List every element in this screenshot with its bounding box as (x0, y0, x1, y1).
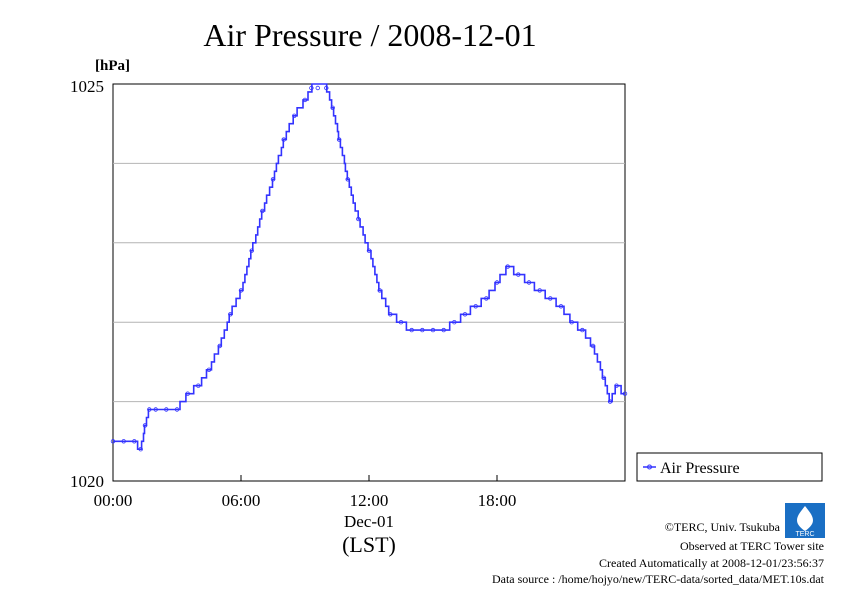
data-point (452, 320, 457, 325)
water-drop-icon (797, 506, 813, 531)
legend-box (636, 452, 823, 482)
series-line-0 (113, 83, 625, 450)
x-date-label: Dec-01 (344, 512, 394, 531)
data-point (142, 423, 148, 428)
data-point (315, 85, 320, 91)
data-point (614, 383, 619, 388)
data-point (185, 391, 190, 396)
data-point (238, 288, 244, 293)
data-point (441, 327, 446, 333)
data-point (494, 280, 500, 285)
data-point (569, 320, 574, 325)
data-point (164, 407, 169, 412)
data-point (206, 367, 212, 372)
data-point (196, 383, 201, 388)
data-point (292, 113, 297, 118)
data-point (473, 304, 478, 309)
chart-title: Air Pressure / 2008-12-01 (203, 17, 536, 53)
data-point (121, 439, 126, 444)
x-tick-label-0: 00:00 (94, 491, 133, 510)
credit-copyright: ©TERC, Univ. Tsukuba (665, 520, 781, 534)
data-point (217, 343, 222, 349)
data-point (249, 248, 254, 253)
data-point (516, 272, 521, 277)
data-point (590, 343, 596, 349)
data-point (505, 264, 510, 269)
data-point (537, 288, 542, 293)
data-point (147, 407, 152, 412)
x-ticks (240, 475, 498, 481)
y-tick-label-top: 1025 (70, 77, 104, 96)
data-point (622, 391, 628, 396)
data-point (309, 85, 314, 91)
credit-created: Created Automatically at 2008-12-01/23:5… (599, 556, 824, 570)
data-point (260, 208, 265, 214)
data-point (345, 177, 350, 182)
data-point (607, 399, 613, 404)
data-point (601, 375, 606, 380)
data-point (324, 85, 329, 91)
data-point (302, 97, 308, 103)
x-tick-label-1: 06:00 (222, 491, 261, 510)
data-point (356, 216, 361, 222)
data-point (420, 327, 425, 333)
data-point (228, 312, 233, 317)
legend-swatch-marker (647, 464, 652, 470)
data-point (484, 296, 489, 301)
series-group (110, 83, 628, 452)
logo-text: TERC (795, 531, 814, 538)
data-point (110, 439, 116, 444)
data-point (281, 137, 286, 142)
data-point (270, 177, 276, 182)
data-point (336, 137, 342, 142)
data-point (377, 288, 382, 293)
data-point (430, 327, 436, 333)
plot-area (112, 83, 626, 482)
data-point (153, 407, 158, 412)
data-point (366, 248, 372, 253)
data-point (132, 439, 137, 444)
gridlines (113, 162, 625, 403)
data-point (409, 327, 414, 333)
y-unit-label: [hPa] (95, 58, 130, 74)
x-tick-label-2: 12:00 (350, 491, 389, 510)
x-unit-label: (LST) (342, 532, 396, 557)
data-point (580, 327, 585, 333)
terc-logo: TERC (785, 503, 825, 538)
data-point (548, 296, 553, 301)
data-point (526, 280, 532, 285)
data-point (138, 447, 143, 452)
data-point (330, 105, 335, 110)
data-point (398, 320, 404, 325)
data-point (388, 312, 393, 317)
credit-source: Data source : /home/hojyo/new/TERC-data/… (492, 572, 825, 586)
data-point (462, 312, 468, 317)
y-tick-label-bottom: 1020 (70, 472, 104, 491)
data-point (558, 304, 564, 309)
x-tick-label-3: 18:00 (478, 491, 517, 510)
legend-entry: Air Pressure (660, 460, 740, 477)
credit-site: Observed at TERC Tower site (680, 539, 824, 553)
legend: Air Pressure (636, 452, 823, 482)
data-point (174, 407, 180, 412)
